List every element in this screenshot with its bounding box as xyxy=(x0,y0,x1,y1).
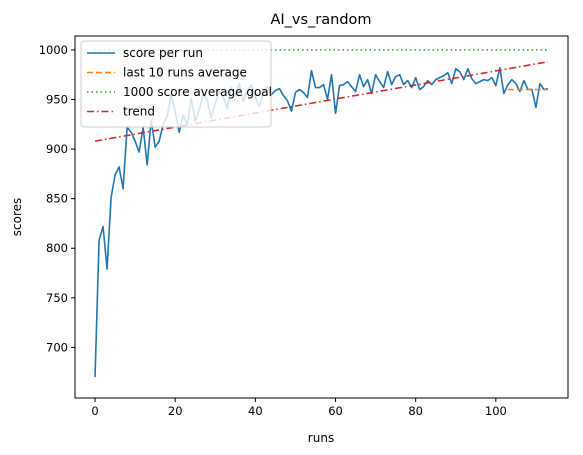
y-tick-label: 800 xyxy=(46,241,68,255)
x-tick-label: 20 xyxy=(168,404,183,418)
x-tick-label: 80 xyxy=(408,404,423,418)
y-axis: 700 750 800 850 900 950 1000 xyxy=(39,43,75,354)
y-tick-label: 950 xyxy=(46,92,68,106)
y-tick-label: 900 xyxy=(46,142,68,156)
x-tick-label: 100 xyxy=(485,404,507,418)
legend-box xyxy=(80,40,272,128)
x-tick-label: 40 xyxy=(248,404,263,418)
x-tick-label: 0 xyxy=(91,404,98,418)
y-tick-label: 1000 xyxy=(39,43,68,57)
y-tick-label: 700 xyxy=(46,340,68,354)
y-tick-label: 850 xyxy=(46,192,68,206)
legend-label: last 10 runs average xyxy=(123,66,247,80)
x-axis: 0 20 40 60 80 100 xyxy=(91,398,507,418)
legend-label: score per run xyxy=(123,46,203,60)
chart-title: AI_vs_random xyxy=(270,12,371,28)
legend-label: trend xyxy=(123,105,155,119)
y-axis-label: scores xyxy=(10,198,24,237)
series-line-3 xyxy=(94,61,549,142)
x-tick-label: 60 xyxy=(328,404,343,418)
plot-frame xyxy=(74,35,569,399)
legend: score per run last 10 runs average 1000 sc… xyxy=(80,40,272,128)
y-tick-label: 750 xyxy=(46,291,68,305)
legend-label: 1000 score average goal xyxy=(123,85,272,99)
x-axis-label: runs xyxy=(308,431,334,445)
